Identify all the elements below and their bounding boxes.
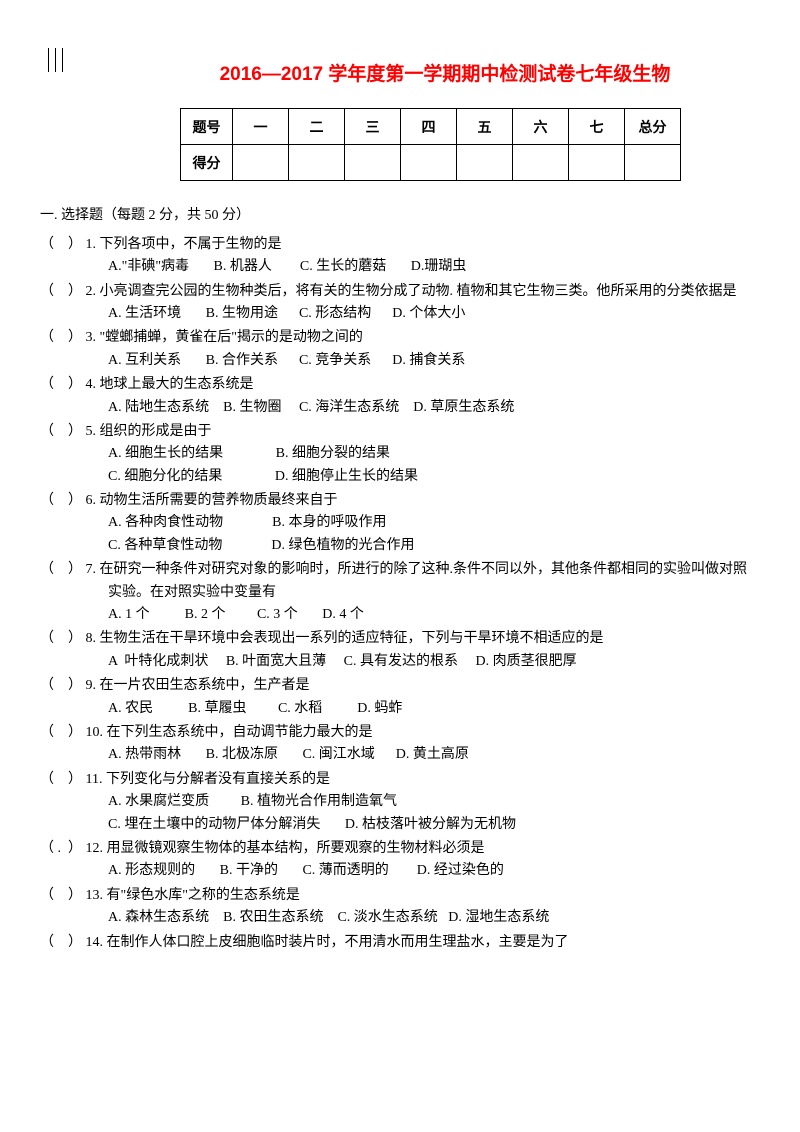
exam-title: 2016—2017 学年度第一学期期中检测试卷七年级生物 (140, 60, 750, 90)
header-cell: 七 (569, 109, 625, 145)
option-line: A. 陆地生态系统 B. 生物圈 C. 海洋生态系统 D. 草原生态系统 (108, 397, 750, 419)
score-cell (233, 145, 289, 181)
header-cell: 总分 (625, 109, 681, 145)
score-table-score-row: 得分 (181, 145, 681, 181)
answer-blank: （ (40, 675, 68, 720)
answer-blank: （ (40, 490, 68, 557)
question-body: ） 3. "螳螂捕蝉，黄雀在后"揭示的是动物之间的A. 互利关系 B. 合作关系… (68, 327, 750, 372)
question: （） 4. 地球上最大的生态系统是A. 陆地生态系统 B. 生物圈 C. 海洋生… (40, 374, 750, 419)
option-line: A. 各种肉食性动物 B. 本身的呼吸作用 (108, 512, 750, 534)
answer-blank: （ (40, 722, 68, 767)
option-line: A. 热带雨林 B. 北极冻原 C. 闽江水域 D. 黄土高原 (108, 744, 750, 766)
question-body: ） 8. 生物生活在干旱环境中会表现出一系列的适应特征，下列与干旱环境不相适应的… (68, 628, 750, 673)
answer-blank: （ (40, 559, 68, 626)
binding-marks (48, 48, 63, 72)
option-line: A 叶特化成刺状 B. 叶面宽大且薄 C. 具有发达的根系 D. 肉质茎很肥厚 (108, 651, 750, 673)
answer-blank: （ (40, 932, 68, 954)
question: （） 9. 在一片农田生态系统中，生产者是A. 农民 B. 草履虫 C. 水稻 … (40, 675, 750, 720)
question-body: ） 12. 用显微镜观察生物体的基本结构，所要观察的生物材料必须是A. 形态规则… (68, 838, 750, 883)
question-stem: ） 9. 在一片农田生态系统中，生产者是 (108, 675, 750, 697)
question-body: ） 7. 在研究一种条件对研究对象的影响时，所进行的除了这种.条件不同以外，其他… (68, 559, 750, 626)
question-body: ） 11. 下列变化与分解者没有直接关系的是A. 水果腐烂变质 B. 植物光合作… (68, 769, 750, 836)
score-label: 得分 (181, 145, 233, 181)
question: （ ） 14. 在制作人体口腔上皮细胞临时装片时，不用清水而用生理盐水，主要是为了 (40, 932, 750, 954)
question-stem: ） 12. 用显微镜观察生物体的基本结构，所要观察的生物材料必须是 (108, 838, 750, 860)
answer-blank: （ . (40, 838, 68, 883)
option-line: A. 农民 B. 草履虫 C. 水稻 D. 蚂蚱 (108, 698, 750, 720)
question-body: ） 9. 在一片农田生态系统中，生产者是A. 农民 B. 草履虫 C. 水稻 D… (68, 675, 750, 720)
question-body: ） 2. 小亮调查完公园的生物种类后，将有关的生物分成了动物. 植物和其它生物三… (68, 281, 750, 326)
score-cell (513, 145, 569, 181)
header-cell: 六 (513, 109, 569, 145)
score-cell (569, 145, 625, 181)
answer-blank: （ (40, 234, 68, 279)
questions-list: （） 1. 下列各项中，不属于生物的是A."非碘"病毒 B. 机器人 C. 生长… (40, 234, 750, 954)
question-stem: ） 14. 在制作人体口腔上皮细胞临时装片时，不用清水而用生理盐水，主要是为了 (108, 932, 750, 954)
question: （ .） 12. 用显微镜观察生物体的基本结构，所要观察的生物材料必须是A. 形… (40, 838, 750, 883)
question-stem: ） 6. 动物生活所需要的营养物质最终来自于 (108, 490, 750, 512)
answer-blank: （ (40, 327, 68, 372)
question-body: ） 13. 有"绿色水库"之称的生态系统是A. 森林生态系统 B. 农田生态系统… (68, 885, 750, 930)
header-cell: 一 (233, 109, 289, 145)
option-line: A. 细胞生长的结果 B. 细胞分裂的结果 (108, 443, 750, 465)
question-body: ） 14. 在制作人体口腔上皮细胞临时装片时，不用清水而用生理盐水，主要是为了 (68, 932, 750, 954)
question-stem: ） 11. 下列变化与分解者没有直接关系的是 (108, 769, 750, 791)
question: （） 1. 下列各项中，不属于生物的是A."非碘"病毒 B. 机器人 C. 生长… (40, 234, 750, 279)
answer-blank: （ (40, 885, 68, 930)
question-stem: ） 2. 小亮调查完公园的生物种类后，将有关的生物分成了动物. 植物和其它生物三… (108, 281, 750, 303)
option-line: C. 埋在土壤中的动物尸体分解消失 D. 枯枝落叶被分解为无机物 (108, 814, 750, 836)
answer-blank: （ (40, 421, 68, 488)
option-line: A. 形态规则的 B. 干净的 C. 薄而透明的 D. 经过染色的 (108, 860, 750, 882)
question-stem: ） 7. 在研究一种条件对研究对象的影响时，所进行的除了这种.条件不同以外，其他… (108, 559, 750, 604)
section-heading: 一. 选择题（每题 2 分，共 50 分） (40, 205, 750, 227)
option-line: A. 生活环境 B. 生物用途 C. 形态结构 D. 个体大小 (108, 303, 750, 325)
question: （ ） 8. 生物生活在干旱环境中会表现出一系列的适应特征，下列与干旱环境不相适应… (40, 628, 750, 673)
question-stem: ） 1. 下列各项中，不属于生物的是 (108, 234, 750, 256)
question: （） 5. 组织的形成是由于A. 细胞生长的结果 B. 细胞分裂的结果C. 细胞… (40, 421, 750, 488)
question-stem: ） 3. "螳螂捕蝉，黄雀在后"揭示的是动物之间的 (108, 327, 750, 349)
question-body: ） 4. 地球上最大的生态系统是A. 陆地生态系统 B. 生物圈 C. 海洋生态… (68, 374, 750, 419)
answer-blank: （ (40, 374, 68, 419)
answer-blank: （ (40, 281, 68, 326)
question: （） 13. 有"绿色水库"之称的生态系统是A. 森林生态系统 B. 农田生态系… (40, 885, 750, 930)
option-line: A. 1 个 B. 2 个 C. 3 个 D. 4 个 (108, 604, 750, 626)
option-line: A. 互利关系 B. 合作关系 C. 竞争关系 D. 捕食关系 (108, 350, 750, 372)
question-stem: ） 13. 有"绿色水库"之称的生态系统是 (108, 885, 750, 907)
question: （ ） 2. 小亮调查完公园的生物种类后，将有关的生物分成了动物. 植物和其它生物… (40, 281, 750, 326)
option-line: A. 水果腐烂变质 B. 植物光合作用制造氧气 (108, 791, 750, 813)
score-cell (345, 145, 401, 181)
question-body: ） 1. 下列各项中，不属于生物的是A."非碘"病毒 B. 机器人 C. 生长的… (68, 234, 750, 279)
score-table: 题号 一 二 三 四 五 六 七 总分 得分 (180, 108, 681, 181)
question: （ ） 7. 在研究一种条件对研究对象的影响时，所进行的除了这种.条件不同以外，其… (40, 559, 750, 626)
question-body: ） 6. 动物生活所需要的营养物质最终来自于A. 各种肉食性动物 B. 本身的呼… (68, 490, 750, 557)
score-cell (625, 145, 681, 181)
option-line: C. 细胞分化的结果 D. 细胞停止生长的结果 (108, 466, 750, 488)
question-stem: ） 10. 在下列生态系统中，自动调节能力最大的是 (108, 722, 750, 744)
question-stem: ） 8. 生物生活在干旱环境中会表现出一系列的适应特征，下列与干旱环境不相适应的… (108, 628, 750, 650)
answer-blank: （ (40, 769, 68, 836)
question: （） 10. 在下列生态系统中，自动调节能力最大的是A. 热带雨林 B. 北极冻… (40, 722, 750, 767)
question: （） 3. "螳螂捕蝉，黄雀在后"揭示的是动物之间的A. 互利关系 B. 合作关… (40, 327, 750, 372)
header-cell: 二 (289, 109, 345, 145)
score-cell (401, 145, 457, 181)
question-body: ） 10. 在下列生态系统中，自动调节能力最大的是A. 热带雨林 B. 北极冻原… (68, 722, 750, 767)
question-stem: ） 5. 组织的形成是由于 (108, 421, 750, 443)
header-cell: 题号 (181, 109, 233, 145)
answer-blank: （ (40, 628, 68, 673)
header-cell: 五 (457, 109, 513, 145)
option-line: A."非碘"病毒 B. 机器人 C. 生长的蘑菇 D.珊瑚虫 (108, 256, 750, 278)
score-table-header-row: 题号 一 二 三 四 五 六 七 总分 (181, 109, 681, 145)
score-cell (457, 145, 513, 181)
option-line: A. 森林生态系统 B. 农田生态系统 C. 淡水生态系统 D. 湿地生态系统 (108, 907, 750, 929)
question: （） 11. 下列变化与分解者没有直接关系的是A. 水果腐烂变质 B. 植物光合… (40, 769, 750, 836)
option-line: C. 各种草食性动物 D. 绿色植物的光合作用 (108, 535, 750, 557)
question-stem: ） 4. 地球上最大的生态系统是 (108, 374, 750, 396)
score-cell (289, 145, 345, 181)
header-cell: 四 (401, 109, 457, 145)
question: （） 6. 动物生活所需要的营养物质最终来自于A. 各种肉食性动物 B. 本身的… (40, 490, 750, 557)
question-body: ） 5. 组织的形成是由于A. 细胞生长的结果 B. 细胞分裂的结果C. 细胞分… (68, 421, 750, 488)
header-cell: 三 (345, 109, 401, 145)
